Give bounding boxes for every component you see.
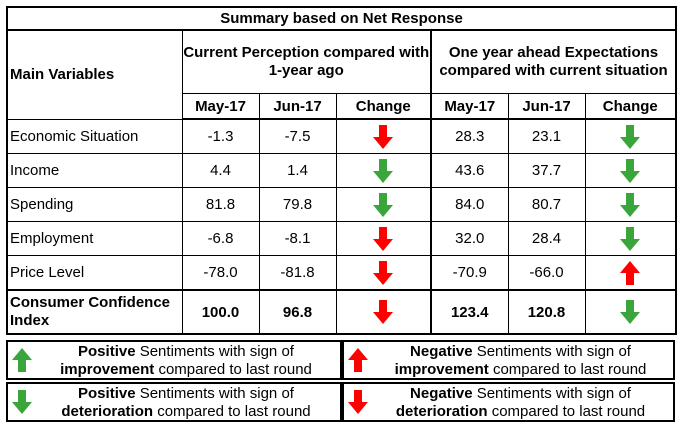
cell-current-may: 4.4 [181,153,260,188]
legend-positive-improvement: Positive Sentiments with sign of improvem… [6,340,342,380]
legend-text: Sentiments with sign of [472,385,631,402]
cell-expect-change [584,153,678,188]
legend-text: compared to last round [154,361,312,378]
summary-table: Summary based on Net Response Main Varia… [5,6,678,335]
cell-current-change [335,187,432,222]
cell-expect-jun: 120.8 [507,289,586,335]
current-perception-header: Current Perception compared with 1-year … [181,29,432,94]
cell-expect-jun: 23.1 [507,118,586,154]
cell-current-jun: 79.8 [258,187,337,222]
row-label: Consumer Confidence Index [6,289,183,335]
table-row: Employment -6.8 -8.1 32.0 28.4 [6,221,678,256]
cell-current-may: 100.0 [181,289,260,335]
arrow-down-green-icon [619,192,641,218]
cell-expect-may: 28.3 [430,118,509,154]
arrow-up-red-icon [347,347,369,378]
legend-label: Negative [410,343,473,360]
legend-text: Sentiments with sign of [135,385,294,402]
col-change-expect: Change [584,93,678,120]
cell-expect-change [584,289,678,335]
row-label: Spending [6,187,183,222]
cell-expect-jun: 80.7 [507,187,586,222]
legend-label: Positive [78,343,136,360]
cell-current-change [335,255,432,291]
arrow-down-red-icon [372,226,394,252]
legend-label: Negative [410,385,473,402]
arrow-up-green-icon [11,347,33,378]
cell-expect-change [584,255,678,291]
legend-label: improvement [60,361,155,378]
table-row: Spending 81.8 79.8 84.0 80.7 [6,187,678,222]
cell-expect-may: 123.4 [430,289,509,335]
cell-expect-may: 43.6 [430,153,509,188]
row-label: Employment [6,221,183,256]
cell-current-change [335,221,432,256]
main-variables-header: Main Variables [6,29,183,120]
cell-expect-may: 32.0 [430,221,509,256]
cell-expect-jun: -66.0 [507,255,586,291]
cell-current-jun: -7.5 [258,118,337,154]
table-title: Summary based on Net Response [5,6,678,31]
legend-text: compared to last round [487,403,646,420]
table-row: Economic Situation -1.3 -7.5 28.3 23.1 [6,118,678,154]
row-label: Economic Situation [6,118,183,154]
col-jun-current: Jun-17 [258,93,337,120]
cell-expect-change [584,187,678,222]
table-row: Income 4.4 1.4 43.6 37.7 [6,153,678,188]
arrow-down-red-icon [372,124,394,150]
legend-text: Sentiments with sign of [472,343,631,360]
cell-current-may: 81.8 [181,187,260,222]
cell-current-jun: -81.8 [258,255,337,291]
arrow-down-green-icon [372,158,394,184]
cell-expect-change [584,221,678,256]
cell-current-jun: 1.4 [258,153,337,188]
arrow-down-green-icon [619,124,641,150]
legend-label: improvement [394,361,489,378]
row-label: Price Level [6,255,183,291]
cci-row: Consumer Confidence Index 100.0 96.8 123.4 1… [6,289,678,335]
cell-current-change [335,153,432,188]
col-may-current: May-17 [181,93,260,120]
cell-expect-may: 84.0 [430,187,509,222]
cell-expect-jun: 28.4 [507,221,586,256]
cell-expect-jun: 37.7 [507,153,586,188]
arrow-down-green-icon [619,299,641,325]
legend-text: compared to last round [488,361,647,378]
legend-text: Sentiments with sign of [135,343,294,360]
cell-current-may: -1.3 [181,118,260,154]
cell-current-jun: 96.8 [258,289,337,335]
legend-negative-deterioration: Negative Sentiments with sign of deterior… [342,382,675,422]
col-may-expect: May-17 [430,93,509,120]
legend-label: deterioration [395,403,488,420]
legend-negative-improvement: Negative Sentiments with sign of improvem… [342,340,675,380]
cell-current-jun: -8.1 [258,221,337,256]
legend-text: compared to last round [153,403,311,420]
cell-current-change [335,118,432,154]
row-label: Income [6,153,183,188]
arrow-down-red-icon [347,389,369,420]
summary-panel: Summary based on Net Response Main Varia… [5,6,678,422]
expectations-header: One year ahead Expectations compared wit… [429,29,678,94]
cell-current-may: -78.0 [181,255,260,291]
arrow-down-green-icon [619,158,641,184]
arrow-down-green-icon [372,192,394,218]
cell-current-change [335,289,432,335]
legend-label: Positive [78,385,136,402]
cell-current-may: -6.8 [181,221,260,256]
col-change-current: Change [335,93,432,120]
cell-expect-may: -70.9 [430,255,509,291]
legend-label: deterioration [61,403,154,420]
cell-expect-change [584,118,678,154]
arrow-up-red-icon [619,260,641,286]
arrow-down-red-icon [372,260,394,286]
legend: Positive Sentiments with sign of improvem… [6,340,675,424]
arrow-down-green-icon [11,389,33,420]
arrow-down-red-icon [372,299,394,325]
arrow-down-green-icon [619,226,641,252]
col-jun-expect: Jun-17 [507,93,586,120]
legend-positive-deterioration: Positive Sentiments with sign of deterior… [6,382,342,422]
table-row: Price Level -78.0 -81.8 -70.9 -66.0 [6,255,678,291]
